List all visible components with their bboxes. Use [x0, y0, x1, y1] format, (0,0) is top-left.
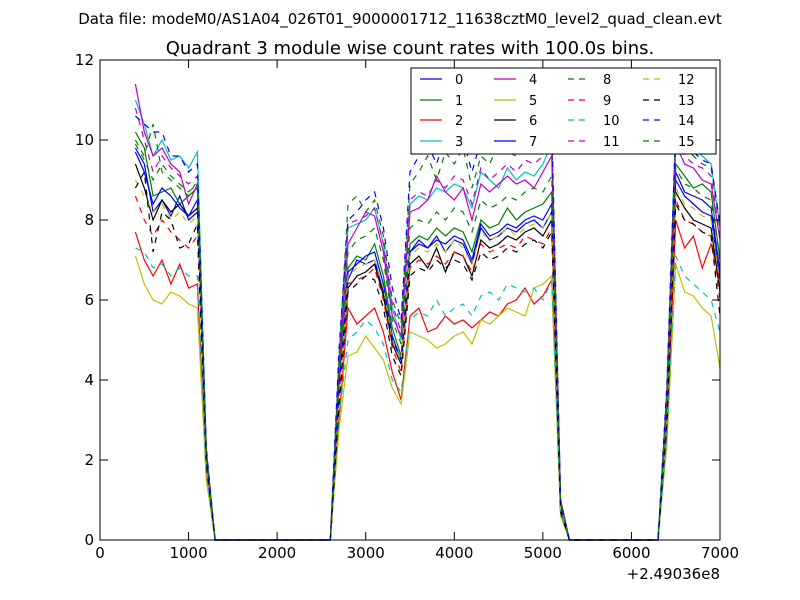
legend-label-0: 0 [455, 73, 463, 88]
legend-label-9: 9 [603, 94, 611, 109]
legend-label-3: 3 [455, 135, 463, 150]
legend-label-6: 6 [529, 114, 537, 129]
x-tick-label: 6000 [612, 544, 650, 562]
legend-label-2: 2 [455, 114, 463, 129]
y-tick-label: 10 [75, 131, 94, 149]
x-tick-label: 3000 [347, 544, 385, 562]
x-tick-label: 0 [95, 544, 105, 562]
legend-label-13: 13 [678, 94, 695, 109]
legend-label-5: 5 [529, 94, 537, 109]
x-offset-label: +2.49036e8 [627, 565, 720, 583]
chart-title: Quadrant 3 module wise count rates with … [166, 38, 655, 59]
x-tick-label: 4000 [435, 544, 473, 562]
x-tick-label: 7000 [701, 544, 739, 562]
legend-label-14: 14 [678, 114, 695, 129]
series-line-10 [135, 247, 721, 541]
legend-label-10: 10 [603, 114, 620, 129]
y-tick-label: 8 [84, 211, 94, 229]
page-title: Data file: modeM0/AS1A04_026T01_90000017… [78, 10, 722, 29]
y-tick-label: 4 [84, 371, 94, 389]
y-tick-label: 12 [75, 51, 94, 69]
legend-label-7: 7 [529, 135, 537, 150]
legend-box [410, 67, 717, 155]
legend-label-11: 11 [603, 135, 620, 150]
x-tick-label: 2000 [258, 544, 296, 562]
series-line-15 [134, 143, 721, 541]
y-tick-label: 2 [84, 451, 94, 469]
legend-label-8: 8 [603, 73, 611, 88]
y-tick-label: 0 [84, 531, 94, 549]
legend-label-4: 4 [529, 73, 537, 88]
y-tick-label: 6 [84, 291, 94, 309]
x-tick-label: 5000 [524, 544, 562, 562]
legend-label-12: 12 [678, 73, 695, 88]
x-tick-label: 1000 [169, 544, 207, 562]
legend-label-1: 1 [455, 94, 463, 109]
legend-label-15: 15 [678, 135, 695, 150]
